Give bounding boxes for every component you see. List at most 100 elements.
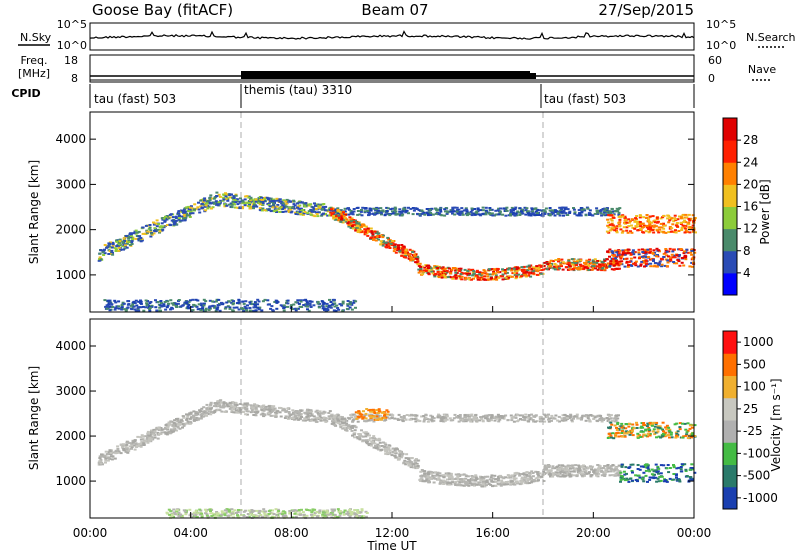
power-echo (688, 265, 692, 268)
velocity-echo (253, 414, 257, 416)
power-echo (657, 249, 661, 252)
power-echo (437, 265, 441, 268)
power-echo (543, 213, 547, 215)
power-echo (352, 223, 356, 226)
power-echo (662, 222, 665, 225)
power-echo (388, 240, 392, 243)
power-echo (671, 223, 675, 226)
velocity-echo (572, 470, 576, 473)
power-echo (444, 276, 448, 279)
power-echo (267, 203, 271, 206)
velocity-echo (234, 409, 238, 412)
power-echo (167, 302, 170, 305)
power-echo (481, 212, 485, 215)
power-echo (332, 211, 336, 214)
velocity-echo (398, 451, 402, 454)
power-echo (582, 268, 586, 271)
power-echo (364, 225, 368, 228)
velocity-echo (309, 419, 313, 422)
power-echo (467, 274, 471, 277)
velocity-echo (327, 412, 331, 414)
velocity-echo (523, 416, 527, 419)
power-echo (310, 300, 314, 303)
power-echo (174, 217, 178, 220)
velocity-echo (532, 420, 536, 423)
velocity-echo (425, 478, 429, 481)
power-echo (612, 210, 616, 213)
power-echo (593, 258, 597, 261)
velocity-echo (147, 438, 151, 441)
velocity-echo (609, 470, 612, 473)
power-echo (349, 226, 353, 229)
velocity-echo (209, 401, 213, 404)
power-echo (272, 199, 275, 202)
power-echo (281, 208, 285, 211)
velocity-echo (140, 441, 144, 444)
power-echo (682, 256, 686, 259)
power-echo (385, 243, 389, 246)
power-echo (241, 200, 245, 203)
velocity-echo (332, 422, 336, 425)
velocity-echo (319, 412, 323, 415)
velocity-echo (455, 416, 459, 419)
velocity-echo (271, 406, 275, 409)
velocity-echo (481, 415, 485, 418)
velocity-echo (306, 418, 310, 421)
velocity-echo (542, 480, 546, 482)
power-echo (416, 259, 420, 262)
power-echo (256, 306, 260, 309)
velocity-echo (528, 473, 532, 476)
power-echo (336, 212, 340, 215)
velocity-echo (442, 479, 446, 482)
power-echo (328, 304, 331, 307)
power-echo (397, 244, 400, 247)
velocity-echo (372, 446, 376, 449)
power-echo (571, 261, 575, 264)
power-echo (337, 214, 341, 217)
power-echo (642, 261, 646, 264)
power-echo (595, 207, 599, 210)
power-echo (103, 299, 107, 302)
power-echo (431, 272, 435, 275)
velocity-echo (436, 415, 440, 418)
cpid-label: CPID (11, 87, 40, 100)
velocity-echo (560, 464, 564, 467)
power-echo (454, 277, 458, 280)
velocity-echo (311, 419, 315, 422)
power-echo (455, 210, 459, 213)
power-echo (216, 306, 220, 309)
power-echo (629, 230, 632, 233)
power-echo (232, 197, 236, 200)
velocity-echo (520, 418, 524, 421)
power-echo (241, 205, 244, 208)
power-echo (451, 206, 455, 209)
power-echo (208, 305, 212, 308)
power-echo (677, 260, 681, 263)
velocity-echo (432, 481, 436, 484)
power-echo (305, 301, 309, 304)
power-echo (619, 262, 623, 265)
velocity-echo (596, 471, 599, 474)
power-echo (308, 302, 312, 305)
power-echo (145, 304, 149, 307)
power-echo (252, 205, 256, 208)
power-echo (296, 301, 299, 304)
power-echo (648, 223, 652, 226)
power-echo (394, 251, 398, 254)
power-echo (686, 223, 690, 226)
power-echo (273, 206, 277, 209)
power-echo (237, 298, 241, 301)
power-echo (337, 308, 341, 311)
velocity-echo (383, 442, 387, 445)
colorbar-swatch (723, 206, 737, 230)
power-echo (196, 308, 200, 311)
power-echo (448, 267, 451, 270)
power-echo (406, 253, 410, 256)
velocity-echo (614, 419, 618, 422)
power-echo (355, 227, 359, 230)
velocity-echo (511, 415, 515, 418)
power-data (97, 112, 697, 312)
power-echo (617, 211, 621, 214)
power-echo (441, 271, 445, 274)
power-echo (120, 308, 124, 311)
